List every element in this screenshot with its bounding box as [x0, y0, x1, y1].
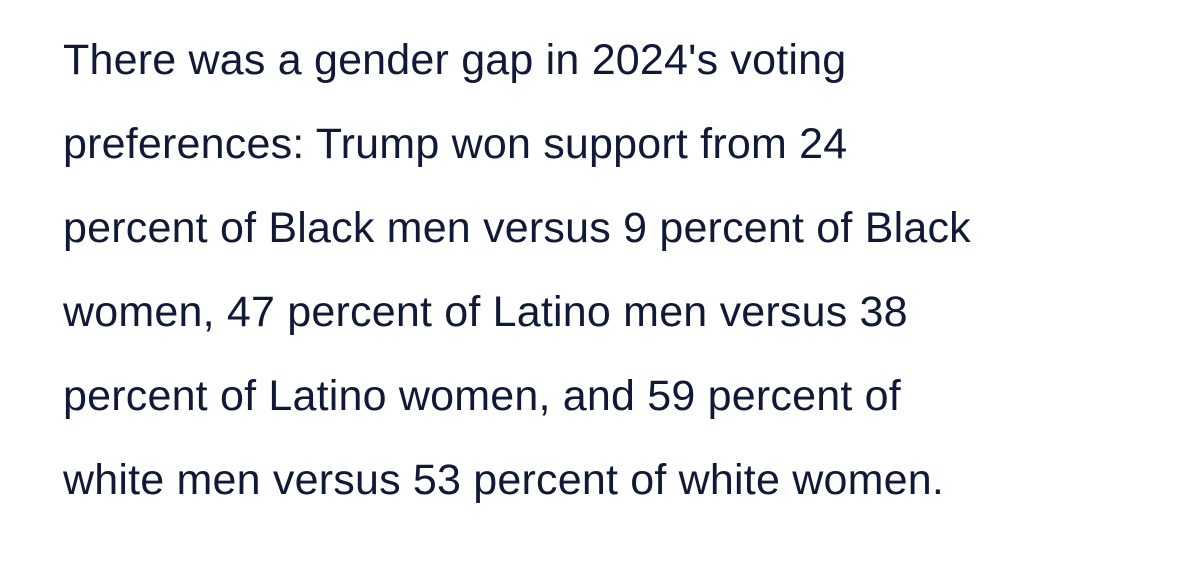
paragraph-line-6: white men versus 53 percent of white wom…: [63, 456, 944, 504]
paragraph-line-2: preferences: Trump won support from 24: [63, 120, 848, 168]
paragraph-line-3: percent of Black men versus 9 percent of…: [63, 204, 971, 252]
paragraph-line-1: There was a gender gap in 2024's voting: [63, 36, 847, 84]
paragraph-line-5: percent of Latino women, and 59 percent …: [63, 372, 901, 420]
paragraph: There was a gender gap in 2024's voting …: [63, 36, 971, 504]
paragraph-line-4: women, 47 percent of Latino men versus 3…: [63, 288, 908, 336]
